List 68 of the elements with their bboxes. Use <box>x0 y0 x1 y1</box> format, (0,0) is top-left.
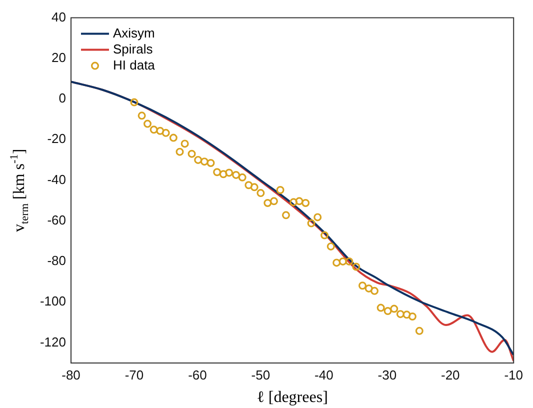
x-axis-title: ℓ [degrees] <box>256 389 328 406</box>
point <box>402 310 411 319</box>
y-tick-label: -20 <box>47 131 66 146</box>
point <box>332 258 341 267</box>
point <box>338 257 347 266</box>
point <box>307 219 316 228</box>
point <box>384 307 392 316</box>
point <box>244 181 253 190</box>
y-tick-label: -60 <box>47 212 66 228</box>
point <box>250 183 258 192</box>
y-tick-label: -40 <box>47 172 66 187</box>
legend-label: HI data <box>113 57 156 72</box>
point <box>176 148 184 156</box>
point <box>256 189 265 198</box>
point <box>219 170 228 178</box>
y-tick-label: -120 <box>40 334 66 350</box>
point <box>364 284 373 292</box>
point <box>370 286 378 295</box>
point <box>232 170 240 179</box>
point <box>314 213 322 222</box>
x-tick-label: -20 <box>440 367 460 382</box>
point <box>194 156 202 164</box>
point <box>326 242 335 250</box>
point <box>302 198 310 207</box>
point <box>276 186 284 194</box>
legend-label: Axisym <box>113 25 155 40</box>
point <box>238 173 246 182</box>
point <box>396 310 404 318</box>
point <box>358 282 366 290</box>
point <box>415 326 424 335</box>
point <box>408 312 416 320</box>
y-tick-label: -100 <box>40 294 66 309</box>
point <box>162 128 170 137</box>
point <box>138 112 146 120</box>
point <box>213 168 222 176</box>
point <box>200 158 208 166</box>
x-tick-label: -40 <box>314 367 334 382</box>
y-axis-title: vterm [km s-1] <box>8 148 31 232</box>
point <box>320 231 329 240</box>
point <box>270 197 278 206</box>
y-tick-label: 40 <box>52 9 66 24</box>
legend-label: Spirals <box>113 41 154 56</box>
point <box>156 126 164 135</box>
point <box>225 168 234 177</box>
point <box>352 262 360 271</box>
point <box>144 120 152 128</box>
x-tick-label: -10 <box>504 367 524 382</box>
point <box>180 140 189 148</box>
point <box>150 126 158 134</box>
x-tick-label: -70 <box>124 367 144 382</box>
x-tick-label: -80 <box>62 367 80 382</box>
y-tick-label: 0 <box>58 90 66 106</box>
x-tick-label: -60 <box>188 367 207 382</box>
point <box>345 257 354 266</box>
point <box>282 211 290 220</box>
x-tick-label: -50 <box>251 367 270 382</box>
point <box>206 158 215 167</box>
point <box>295 197 304 206</box>
point <box>169 134 178 142</box>
y-tick-label: 20 <box>52 50 66 65</box>
y-tick-label: -80 <box>47 253 66 268</box>
point <box>390 304 398 313</box>
point <box>290 198 298 206</box>
point <box>376 304 385 312</box>
point <box>264 198 272 207</box>
x-tick-label: -30 <box>378 367 397 382</box>
point <box>130 98 138 106</box>
point <box>188 150 196 158</box>
